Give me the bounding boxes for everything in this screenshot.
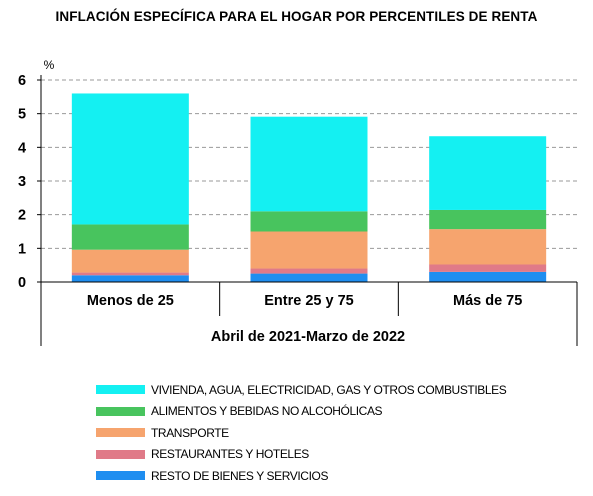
y-tick-label: 1 xyxy=(18,241,26,257)
legend-label: RESTO DE BIENES Y SERVICIOS xyxy=(151,468,329,483)
legend-item: ALIMENTOS Y BEBIDAS NO ALCOHÓLICAS xyxy=(96,401,506,423)
x-tick-label: Más de 75 xyxy=(453,293,522,309)
y-tick-label: 4 xyxy=(18,140,26,156)
x-tick-label: Menos de 25 xyxy=(87,293,174,309)
bar-segment xyxy=(429,136,547,210)
chart-title: INFLACIÓN ESPECÍFICA PARA EL HOGAR POR P… xyxy=(55,9,538,24)
bar-segment xyxy=(250,211,368,232)
legend-swatch xyxy=(96,449,145,459)
bar-segment xyxy=(250,273,368,282)
bar-segment xyxy=(71,272,189,276)
y-tick-label: 3 xyxy=(18,174,26,190)
bars xyxy=(71,93,547,282)
bar-segment xyxy=(429,229,547,265)
y-tick-label: 0 xyxy=(18,275,26,291)
legend-swatch xyxy=(96,428,145,438)
bar-segment xyxy=(250,231,368,269)
bar-segment xyxy=(429,271,547,282)
x-axis-label: Abril de 2021-Marzo de 2022 xyxy=(211,329,405,345)
bar-segment xyxy=(429,209,547,230)
bar-segment xyxy=(71,249,189,273)
y-tick-label: 2 xyxy=(18,208,26,224)
stacked-bar-chart: 0 1 2 3 4 5 6 Menos de 25 Entre 25 y 75 Más de 75… xyxy=(18,58,578,346)
legend-label: TRANSPORTE xyxy=(151,425,229,440)
axes: 0 1 2 3 4 5 6 Menos de 25 Entre 25 y 75 Más de 75 xyxy=(18,73,578,346)
bar-segment xyxy=(71,224,189,250)
y-axis-label: % xyxy=(44,58,55,72)
legend-label: RESTAURANTES Y HOTELES xyxy=(151,447,309,462)
bar-segment xyxy=(71,275,189,282)
x-tick-label: Entre 25 y 75 xyxy=(264,293,353,309)
legend-item: RESTO DE BIENES Y SERVICIOS xyxy=(96,465,506,487)
legend-swatch xyxy=(96,471,145,481)
y-tick-label: 5 xyxy=(18,107,26,123)
legend-item: RESTAURANTES Y HOTELES xyxy=(96,444,506,466)
legend-label: ALIMENTOS Y BEBIDAS NO ALCOHÓLICAS xyxy=(151,404,383,419)
bar-segment xyxy=(250,116,368,212)
legend-item: TRANSPORTE xyxy=(96,422,506,444)
legend-swatch xyxy=(96,406,145,416)
legend-item: VIVIENDA, AGUA, ELECTRICIDAD, GAS Y OTRO… xyxy=(96,379,507,401)
bar-segment xyxy=(71,93,189,225)
legend: VIVIENDA, AGUA, ELECTRICIDAD, GAS Y OTRO… xyxy=(96,379,507,487)
legend-swatch xyxy=(96,385,145,395)
bar-segment xyxy=(250,268,368,274)
y-tick-label: 6 xyxy=(18,73,26,89)
bar-segment xyxy=(429,264,547,272)
legend-label: VIVIENDA, AGUA, ELECTRICIDAD, GAS Y OTRO… xyxy=(151,382,507,397)
